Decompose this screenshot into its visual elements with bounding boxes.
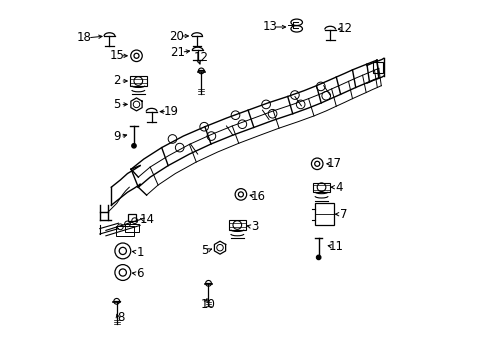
Text: 13: 13 (262, 21, 277, 33)
Bar (372, 62, 383, 73)
Text: 5: 5 (113, 98, 120, 111)
Text: 21: 21 (170, 46, 185, 59)
Text: 4: 4 (334, 181, 342, 194)
Bar (129, 76, 146, 86)
Bar (128, 214, 136, 221)
Bar (314, 203, 334, 225)
Text: 5: 5 (201, 244, 208, 257)
Circle shape (132, 144, 136, 148)
Text: 18: 18 (77, 31, 92, 44)
Text: 12: 12 (193, 51, 208, 64)
Text: 15: 15 (109, 49, 124, 62)
Text: 17: 17 (326, 157, 341, 170)
Bar (312, 183, 329, 192)
Text: 16: 16 (250, 190, 265, 203)
Text: 2: 2 (113, 75, 120, 87)
Text: 20: 20 (168, 30, 183, 42)
Text: 10: 10 (201, 298, 216, 311)
Bar (124, 224, 139, 232)
Text: 12: 12 (337, 22, 352, 35)
Text: 8: 8 (118, 311, 125, 324)
Text: 19: 19 (163, 105, 178, 118)
Bar (116, 226, 134, 236)
Text: 1: 1 (136, 246, 143, 258)
Text: 3: 3 (251, 220, 259, 233)
Text: 9: 9 (113, 130, 120, 143)
Text: 11: 11 (328, 240, 343, 253)
Text: 7: 7 (339, 208, 346, 221)
Text: 6: 6 (136, 267, 143, 280)
Text: 14: 14 (140, 213, 155, 226)
Bar (228, 220, 245, 230)
Circle shape (316, 255, 320, 260)
